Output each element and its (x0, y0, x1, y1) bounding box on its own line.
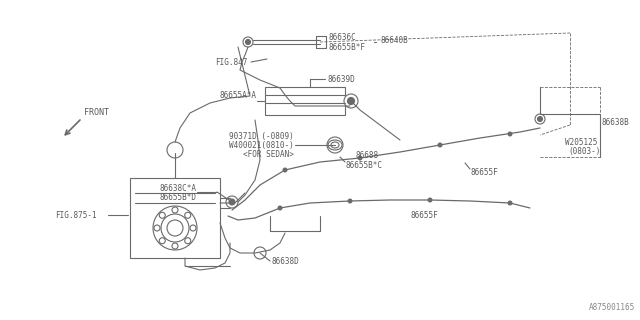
Circle shape (190, 225, 196, 231)
Text: FIG.875-1: FIG.875-1 (55, 211, 97, 220)
Circle shape (154, 225, 160, 231)
Circle shape (172, 243, 178, 249)
Circle shape (535, 114, 545, 124)
Text: 86639D: 86639D (327, 75, 355, 84)
Text: 86655B*F: 86655B*F (328, 43, 365, 52)
Circle shape (282, 167, 287, 172)
Text: 86638B: 86638B (602, 117, 630, 126)
Circle shape (167, 220, 183, 236)
Circle shape (344, 94, 358, 108)
Circle shape (153, 206, 197, 250)
Circle shape (508, 201, 513, 205)
Text: W400021(0810-): W400021(0810-) (229, 140, 294, 149)
Circle shape (246, 39, 250, 44)
Circle shape (167, 142, 183, 158)
Circle shape (243, 37, 253, 47)
Text: 86655B*D: 86655B*D (159, 193, 196, 202)
Circle shape (185, 238, 191, 244)
Circle shape (278, 205, 282, 211)
Text: 86688: 86688 (355, 150, 378, 159)
Text: <FOR SEDAN>: <FOR SEDAN> (243, 149, 294, 158)
Circle shape (185, 212, 191, 218)
Text: 86655F: 86655F (470, 167, 498, 177)
Bar (265, 87, 345, 115)
Circle shape (428, 197, 433, 203)
Text: 90371D (-0809): 90371D (-0809) (229, 132, 294, 140)
Circle shape (172, 207, 178, 213)
Text: 86655A*A: 86655A*A (219, 91, 256, 100)
Circle shape (538, 116, 543, 122)
Text: 86655B*C: 86655B*C (345, 161, 382, 170)
Text: 86640B: 86640B (380, 36, 408, 44)
Circle shape (159, 212, 165, 218)
Circle shape (438, 142, 442, 148)
Text: 86638D: 86638D (271, 257, 299, 266)
Bar (130, 178, 220, 258)
Circle shape (358, 156, 362, 161)
Circle shape (508, 132, 513, 137)
Circle shape (159, 238, 165, 244)
Text: 86636C: 86636C (328, 33, 356, 42)
Text: FIG.847: FIG.847 (215, 58, 248, 67)
Text: W205125: W205125 (565, 138, 597, 147)
Text: 86638C*A: 86638C*A (159, 183, 196, 193)
Text: 86655F: 86655F (410, 211, 438, 220)
Circle shape (161, 214, 189, 242)
Ellipse shape (331, 142, 339, 148)
Text: (0803-): (0803-) (568, 147, 600, 156)
Circle shape (327, 137, 343, 153)
Circle shape (348, 198, 353, 204)
Circle shape (348, 98, 355, 105)
Circle shape (229, 199, 235, 205)
Text: FRONT: FRONT (84, 108, 109, 116)
Circle shape (254, 247, 266, 259)
Text: A875001165: A875001165 (589, 303, 635, 312)
Circle shape (226, 196, 238, 208)
